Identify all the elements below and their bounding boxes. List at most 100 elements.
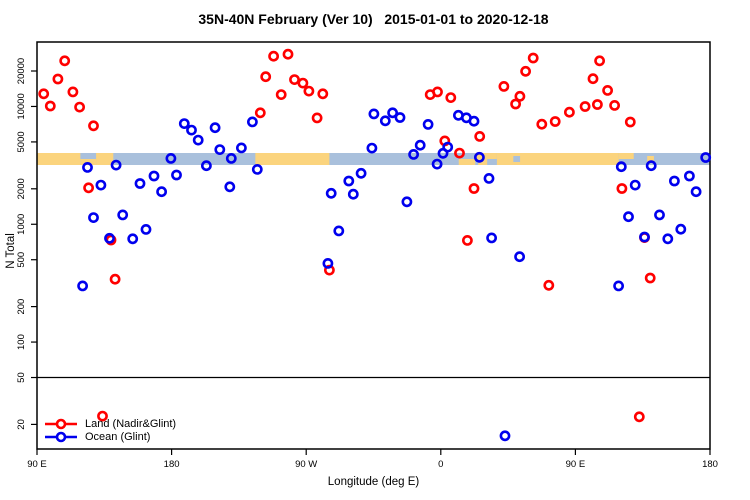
data-point-land <box>289 74 300 85</box>
data-point-land <box>268 50 279 62</box>
data-point-ocean <box>486 232 497 244</box>
data-point-ocean <box>322 257 334 269</box>
data-point-land <box>543 279 555 291</box>
y-tick-label: 200 <box>16 299 27 315</box>
map-band-land-segment <box>478 159 488 165</box>
y-tick-label: 20000 <box>16 58 27 84</box>
data-point-ocean <box>82 161 93 173</box>
legend: Land (Nadir&Glint) Ocean (Glint) <box>44 417 176 443</box>
data-point-ocean <box>117 209 129 221</box>
data-point-ocean <box>675 223 687 235</box>
data-point-ocean <box>645 160 657 172</box>
data-point-land <box>109 273 121 285</box>
data-point-land <box>282 48 294 60</box>
x-tick-label: 0 <box>438 459 443 470</box>
data-point-land <box>587 73 599 85</box>
legend-label-ocean: Ocean (Glint) <box>85 430 151 443</box>
data-point-ocean <box>235 142 247 154</box>
data-point-land <box>549 116 561 127</box>
y-tick-label: 10000 <box>16 93 27 119</box>
data-point-ocean <box>623 211 634 223</box>
x-tick-label: 180 <box>702 459 718 470</box>
data-point-ocean <box>209 122 221 134</box>
data-point-land <box>514 90 526 102</box>
map-band-land-segment <box>37 153 81 165</box>
data-point-ocean <box>333 225 345 237</box>
data-point-ocean <box>431 158 443 170</box>
data-point-ocean <box>127 233 139 245</box>
data-point-ocean <box>662 233 674 245</box>
data-point-land <box>624 116 636 128</box>
data-point-ocean <box>225 152 237 164</box>
data-point-ocean <box>110 159 122 171</box>
data-point-land <box>44 100 56 112</box>
data-point-land <box>67 86 79 98</box>
data-point-ocean <box>95 179 107 191</box>
data-point-ocean <box>387 107 398 119</box>
data-point-ocean <box>192 134 204 146</box>
data-point-ocean <box>171 169 182 181</box>
data-point-land <box>602 85 613 96</box>
data-point-land <box>254 107 266 119</box>
map-band-land-segment <box>458 159 476 165</box>
data-point-land <box>311 112 323 124</box>
map-band-land-segment <box>647 156 654 162</box>
data-point-ocean <box>690 186 702 198</box>
data-point-ocean <box>88 212 99 223</box>
ocean-series-marker-icon <box>45 431 77 442</box>
data-point-ocean <box>224 181 236 193</box>
data-point-ocean <box>408 148 419 160</box>
data-point-land <box>74 101 85 113</box>
data-point-land <box>536 118 548 130</box>
x-axis-label: Longitude (deg E) <box>327 476 420 488</box>
map-band-land-segment <box>255 153 330 165</box>
data-point-ocean <box>414 139 426 151</box>
data-point-ocean <box>629 179 641 191</box>
data-point-ocean <box>684 170 695 182</box>
data-point-land <box>579 101 591 112</box>
data-point-ocean <box>639 231 650 243</box>
data-point-ocean <box>186 124 197 136</box>
data-point-ocean <box>514 251 525 263</box>
data-point-ocean <box>483 172 495 184</box>
y-tick-label: 2000 <box>16 178 27 199</box>
data-point-land <box>510 98 521 110</box>
data-point-ocean <box>140 223 152 235</box>
map-band-land-segment <box>475 153 497 159</box>
data-point-ocean <box>347 188 359 200</box>
data-point-land <box>468 183 480 194</box>
data-point-ocean <box>148 170 160 182</box>
x-tick-label: 90 W <box>295 459 317 470</box>
data-point-land <box>592 99 603 110</box>
legend-label-land: Land (Nadir&Glint) <box>85 417 177 430</box>
data-point-land <box>297 77 309 89</box>
data-point-land <box>564 106 575 118</box>
data-point-ocean <box>134 178 146 189</box>
chart-title: 35N-40N February (Ver 10) 2015-01-01 to … <box>198 11 549 27</box>
data-point-ocean <box>214 144 226 155</box>
x-tick-label: 90 E <box>27 459 47 470</box>
y-tick-label: 100 <box>16 334 27 350</box>
map-band-land-segment <box>80 159 97 165</box>
x-tick-label: 90 E <box>566 459 586 470</box>
land-series-marker-icon <box>45 418 77 429</box>
data-point-land <box>474 130 486 142</box>
data-point-ocean <box>499 430 511 442</box>
data-point-ocean <box>165 152 177 164</box>
map-band-land-segment <box>618 153 634 159</box>
data-point-ocean <box>700 152 712 163</box>
data-point-land <box>445 92 457 103</box>
data-point-ocean <box>178 118 190 129</box>
data-point-ocean <box>468 115 480 127</box>
map-band-land-segment <box>496 153 619 165</box>
map-band-water-segment <box>513 156 521 162</box>
legend-item-ocean: Ocean (Glint) <box>44 430 176 443</box>
data-point-ocean <box>394 112 406 123</box>
data-point-ocean <box>379 115 391 127</box>
data-point-ocean <box>77 280 88 292</box>
data-point-ocean <box>104 232 115 244</box>
data-point-ocean <box>437 147 449 159</box>
data-point-land <box>454 147 465 159</box>
